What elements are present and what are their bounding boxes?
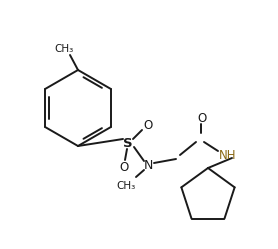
Text: CH₃: CH₃ xyxy=(116,181,136,191)
Text: S: S xyxy=(123,136,133,149)
Text: NH: NH xyxy=(219,148,237,162)
Text: N: N xyxy=(143,159,153,172)
Text: CH₃: CH₃ xyxy=(54,44,74,54)
Text: O: O xyxy=(197,112,207,124)
Text: O: O xyxy=(143,119,153,131)
Text: O: O xyxy=(119,161,129,174)
